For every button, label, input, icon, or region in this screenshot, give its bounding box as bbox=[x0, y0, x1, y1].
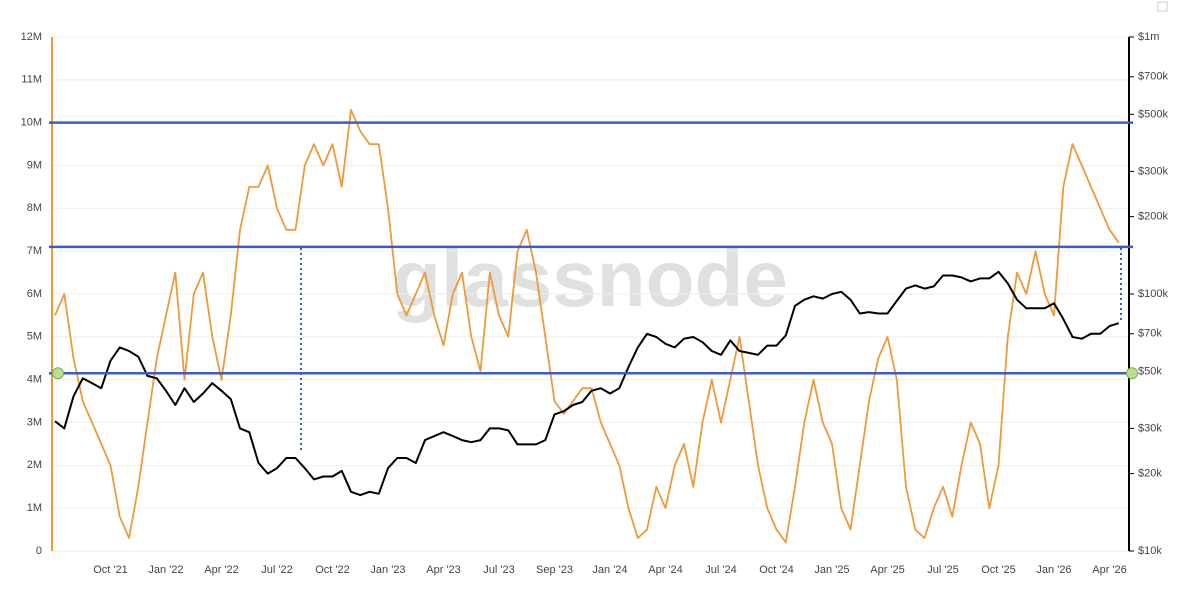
y-tick-label: 8M bbox=[27, 202, 42, 214]
marker-dot bbox=[52, 367, 64, 380]
x-tick-label: Oct '24 bbox=[759, 564, 794, 576]
x-tick-label: Oct '22 bbox=[315, 564, 350, 576]
y2-tick-label: $700k bbox=[1138, 71, 1168, 83]
y2-tick-label: $500k bbox=[1138, 108, 1168, 120]
x-tick-label: Apr '25 bbox=[870, 564, 905, 576]
x-tick-label: Jul '25 bbox=[927, 564, 958, 576]
y2-tick-label: $20k bbox=[1138, 468, 1162, 480]
x-tick-label: Jul '24 bbox=[705, 564, 736, 576]
y-tick-label: 10M bbox=[21, 117, 42, 129]
x-tick-label: Apr '24 bbox=[648, 564, 683, 576]
y-tick-label: 4M bbox=[27, 374, 42, 386]
x-tick-label: Jan '25 bbox=[814, 564, 849, 576]
watermark: glassnode bbox=[392, 234, 788, 323]
y-tick-label: 7M bbox=[27, 245, 42, 257]
y-tick-label: 12M bbox=[21, 31, 42, 43]
series-line bbox=[54, 270, 1120, 497]
x-tick-label: Jul '23 bbox=[483, 564, 514, 576]
y-tick-label: 9M bbox=[27, 159, 42, 171]
y-tick-label: 6M bbox=[27, 288, 42, 300]
x-tick-label: Jul '22 bbox=[261, 564, 292, 576]
x-tick-label: Jan '26 bbox=[1036, 564, 1071, 576]
y2-tick-label: $200k bbox=[1138, 211, 1168, 223]
y-tick-label: 11M bbox=[21, 74, 42, 86]
x-tick-label: Apr '26 bbox=[1092, 564, 1127, 576]
y-tick-label: 0 bbox=[36, 545, 42, 557]
corner-box bbox=[1157, 1, 1168, 12]
plot-area: 0 1M 2M 3M 4M 5M 6M 7M 8M 9M 10M 11M 12M $10k $20k $30k… bbox=[21, 31, 1169, 576]
x-tick-label: Jan '23 bbox=[370, 564, 405, 576]
series-line bbox=[54, 108, 1120, 544]
y2-tick-label: $100k bbox=[1138, 288, 1168, 300]
x-tick-label: Apr '23 bbox=[426, 564, 461, 576]
x-tick-label: Oct '25 bbox=[981, 564, 1016, 576]
y-tick-label: 5M bbox=[27, 331, 42, 343]
marker-dot bbox=[1126, 367, 1138, 380]
y2-tick-label: $70k bbox=[1138, 328, 1162, 340]
y2-tick-label: $300k bbox=[1138, 165, 1168, 177]
y-tick-label: 3M bbox=[27, 416, 42, 428]
y2-tick-label: $10k bbox=[1138, 545, 1162, 557]
x-tick-label: Sep '23 bbox=[536, 564, 573, 576]
x-tick-label: Apr '22 bbox=[204, 564, 239, 576]
x-tick-label: Jan '24 bbox=[592, 564, 627, 576]
y-tick-label: 1M bbox=[27, 502, 42, 514]
y2-tick-label: $1m bbox=[1138, 31, 1159, 43]
y-tick-label: 2M bbox=[27, 459, 42, 471]
y2-tick-label: $30k bbox=[1138, 422, 1162, 434]
y2-tick-label: $50k bbox=[1138, 365, 1162, 377]
x-tick-label: Jan '22 bbox=[148, 564, 183, 576]
x-tick-label: Oct '21 bbox=[93, 564, 128, 576]
